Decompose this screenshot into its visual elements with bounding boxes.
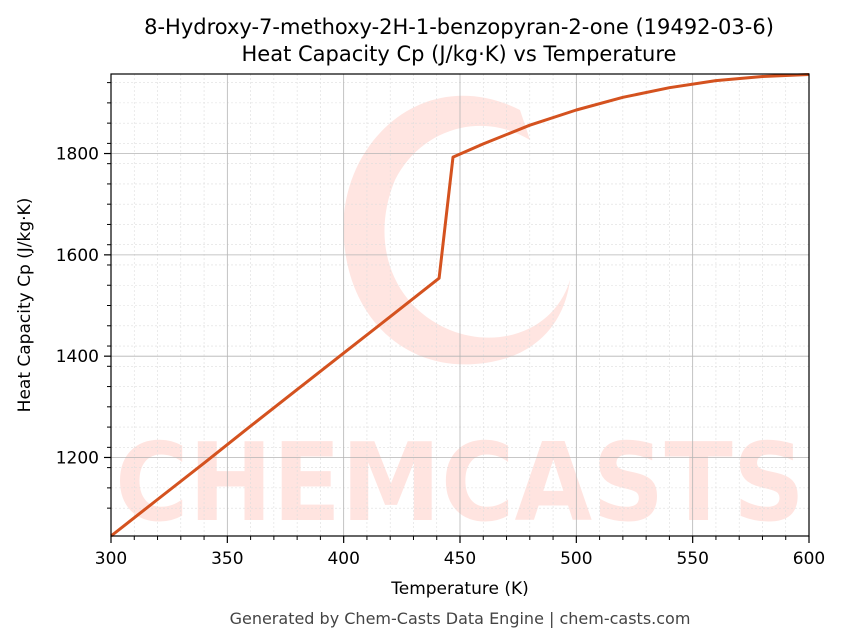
y-axis-label: Heat Capacity Cp (J/kg·K) [15, 198, 35, 413]
watermark-swirl [343, 95, 570, 365]
x-tick-label: 500 [560, 549, 592, 569]
x-tick-label: 400 [327, 549, 359, 569]
x-tick-label: 350 [211, 549, 243, 569]
x-tick-label: 450 [444, 549, 476, 569]
y-tick-label: 1400 [56, 347, 99, 367]
x-tick-label: 600 [793, 549, 825, 569]
x-tick-label: 550 [676, 549, 708, 569]
chart-subtitle: Heat Capacity Cp (J/kg·K) vs Temperature [242, 42, 677, 66]
x-tick-label: 300 [95, 549, 127, 569]
chart-title: 8-Hydroxy-7-methoxy-2H-1-benzopyran-2-on… [144, 15, 774, 39]
y-tick-label: 1600 [56, 246, 99, 266]
y-tick-label: 1200 [56, 448, 99, 468]
axis-ticks: 300 350 400 450 500 550 600 1200 1400 1600 1800 [56, 82, 825, 569]
cp-series-line [110, 73, 810, 538]
x-axis-label: Temperature (K) [390, 579, 529, 599]
y-tick-label: 1800 [56, 145, 99, 165]
footer-credit: Generated by Chem-Casts Data Engine | ch… [230, 609, 691, 628]
